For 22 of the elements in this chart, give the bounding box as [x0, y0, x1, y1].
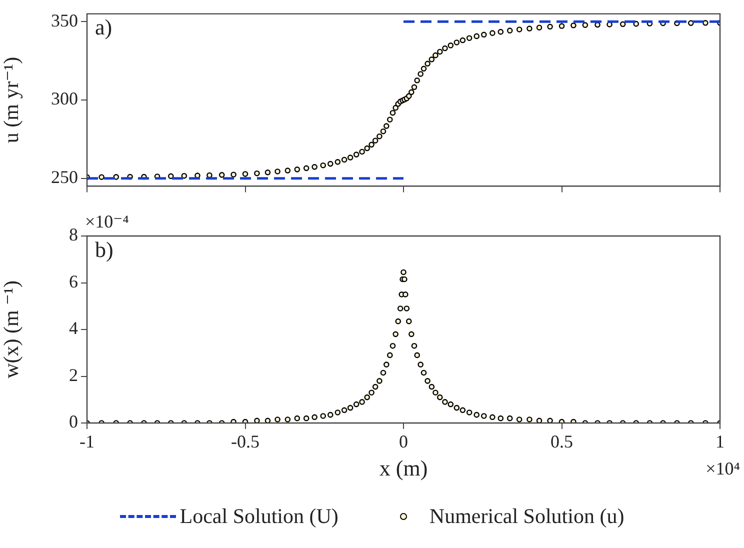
annotation: a)	[95, 14, 112, 40]
y-tick-label: 300	[51, 88, 78, 109]
y-tick-label: 250	[51, 167, 78, 188]
x-axis-title: x (m)	[379, 456, 428, 481]
y-tick-label: 6	[69, 271, 78, 292]
text: ×10⁻⁴	[85, 212, 129, 232]
annotation: b)	[95, 236, 114, 262]
x-tick-label: 1	[716, 432, 724, 452]
x-tick-label: 0	[399, 432, 408, 452]
y-tick-label: 4	[69, 318, 78, 338]
legend-label: Local Solution (U)	[180, 504, 338, 529]
y-tick-label: 350	[51, 10, 78, 30]
y-axis-title: u (m yr⁻¹)	[0, 56, 24, 144]
y-axis-title: w(x) (m ⁻¹)	[0, 280, 24, 378]
y-tick-label: 0	[69, 412, 78, 432]
x-tick-label: -1	[80, 432, 94, 452]
x-tick-label: 0.5	[550, 432, 573, 452]
y-tick-label: 8	[69, 224, 78, 245]
legend-label: Numerical Solution (u)	[429, 504, 624, 529]
y-tick-label: 2	[69, 364, 78, 385]
text: ×10⁴	[706, 458, 740, 479]
x-tick-label: -0.5	[231, 432, 260, 452]
